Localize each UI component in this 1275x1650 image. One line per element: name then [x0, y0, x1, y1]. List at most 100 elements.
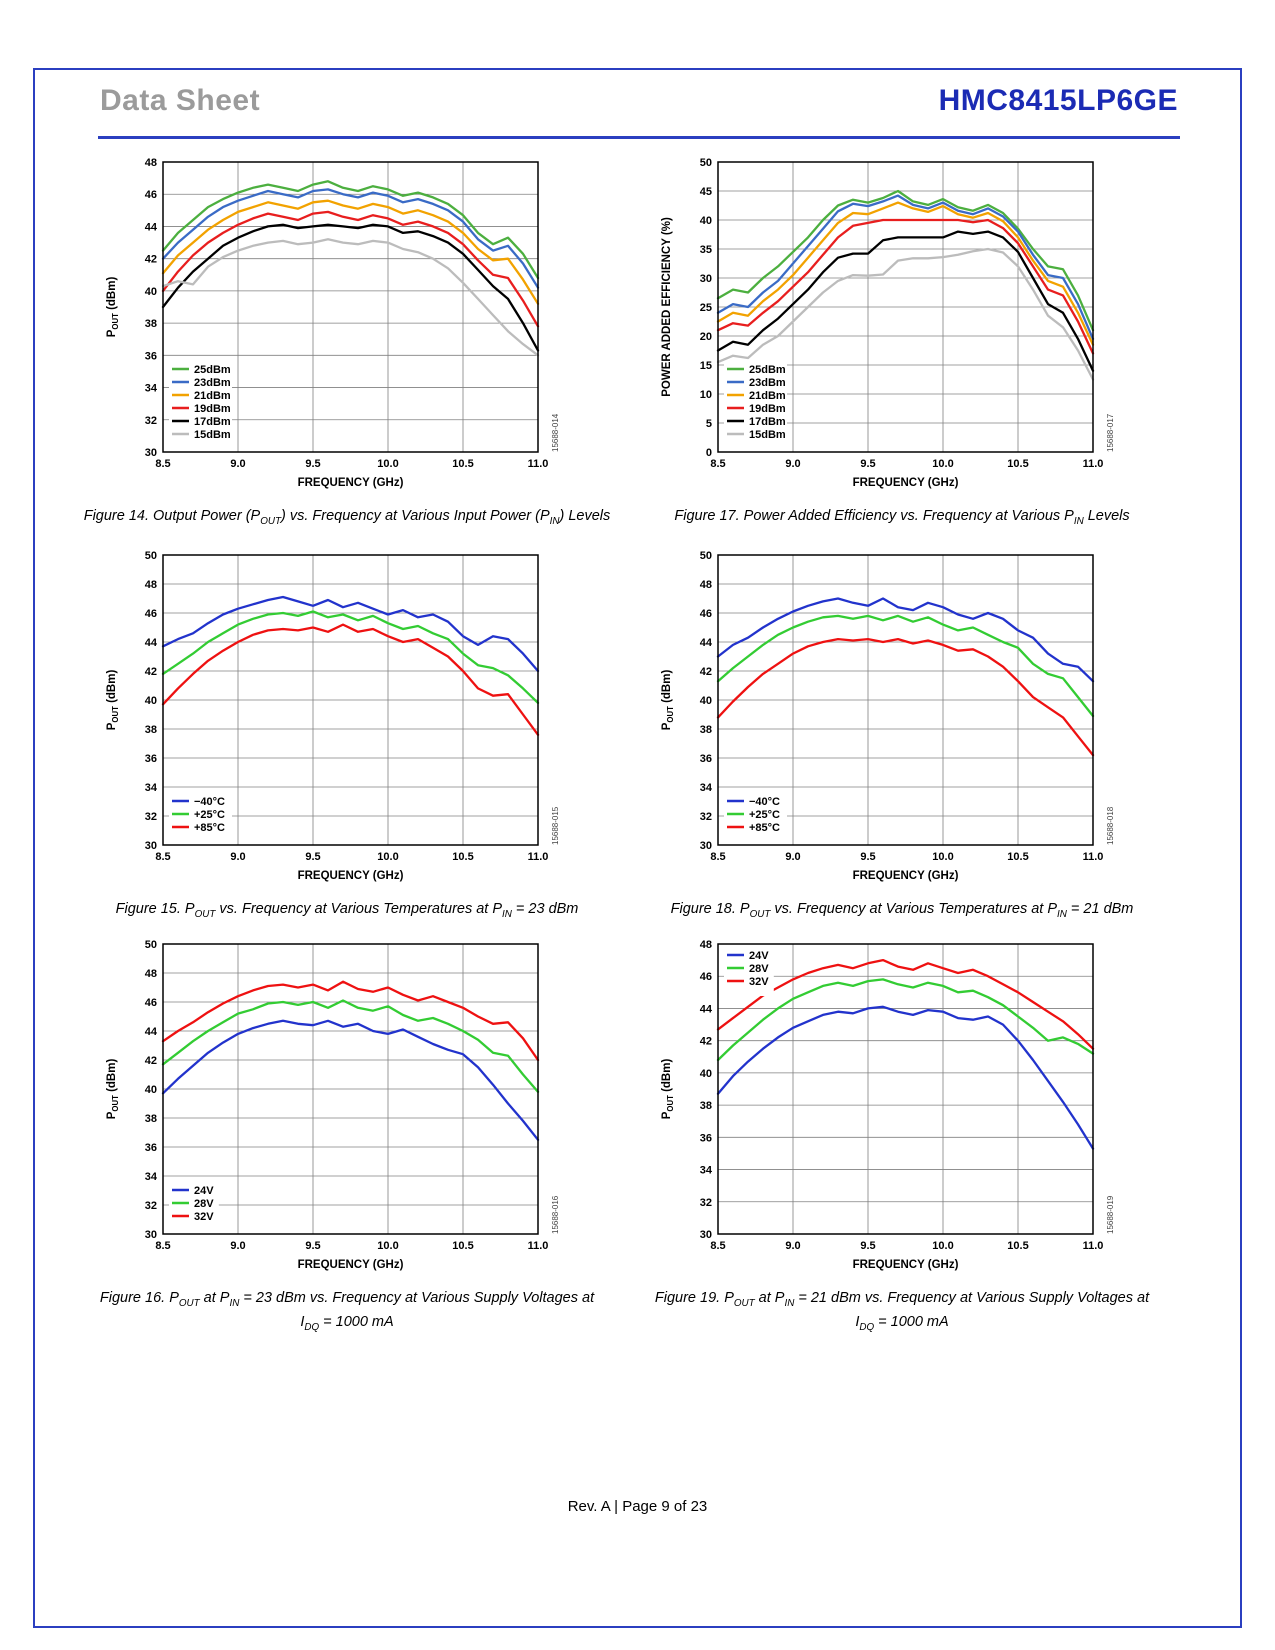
- x-tick-label: 10.0: [377, 851, 398, 863]
- x-tick-label: 9.5: [860, 851, 875, 863]
- y-tick-label: 42: [145, 254, 157, 266]
- series-line-21dBm: [161, 199, 540, 305]
- y-tick-label: 44: [145, 221, 158, 233]
- figure-15688-017: 25dBm 23dBm 21dBm 19dBm 17dBm 15dBm 8.5 9.0 9.5 1…: [650, 152, 1155, 531]
- x-tick-label: 11.0: [1083, 458, 1104, 470]
- figure-caption: Figure 18. POUT vs. Frequency at Various…: [670, 901, 1134, 920]
- figure-code: 15688-017: [1106, 413, 1115, 452]
- legend-label: 24V: [194, 1185, 214, 1197]
- series-line-+85°C: [716, 637, 1095, 757]
- y-tick-label: 32: [145, 811, 157, 823]
- figure-code: 15688-019: [1106, 1195, 1115, 1234]
- series-line-+85°C: [161, 623, 540, 736]
- plot-border: [162, 943, 539, 1235]
- y-axis-title: POUT (dBm): [106, 1059, 120, 1120]
- y-axis-title: POWER ADDED EFFICIENCY (%): [661, 217, 673, 397]
- x-tick-label: 9.5: [860, 1240, 875, 1252]
- figure-15688-015: −40°C +25°C +85°C 8.5 9.0 9.5 10.0 10.5 11.0 30 32…: [95, 545, 600, 924]
- figure-15688-016: 24V 28V 32V 8.5 9.0 9.5 10.0 10.5 11.0 30 32 34 36 38…: [95, 934, 600, 1337]
- x-tick-label: 8.5: [155, 458, 170, 470]
- x-tick-label: 9.5: [305, 851, 320, 863]
- y-tick-label: 40: [145, 1084, 157, 1096]
- plot-border: [717, 161, 1094, 453]
- y-tick-label: 34: [700, 782, 713, 794]
- y-tick-label: 50: [145, 939, 157, 951]
- series-line-19dBm: [161, 210, 540, 328]
- x-tick-label: 11.0: [528, 458, 549, 470]
- figure-caption: Figure 16. POUT at PIN = 23 dBm vs. Freq…: [99, 1290, 595, 1333]
- series-line-17dBm: [716, 230, 1095, 372]
- x-axis-title: FREQUENCY (GHz): [298, 1259, 404, 1271]
- legend-label: 23dBm: [194, 377, 231, 389]
- legend-label: +25°C: [194, 809, 225, 821]
- x-tick-label: 8.5: [710, 458, 725, 470]
- y-tick-label: 15: [700, 360, 712, 372]
- header-rule: [98, 136, 1180, 139]
- x-tick-label: 11.0: [528, 1240, 549, 1252]
- y-tick-label: 38: [700, 1100, 712, 1112]
- legend-label: 21dBm: [194, 390, 231, 402]
- series-line-−40°C: [161, 595, 540, 673]
- x-tick-label: 9.0: [230, 458, 245, 470]
- y-tick-label: 42: [700, 666, 712, 678]
- y-tick-label: 40: [700, 215, 712, 227]
- y-tick-label: 46: [145, 189, 157, 201]
- x-tick-label: 9.0: [785, 1240, 800, 1252]
- x-tick-label: 10.5: [1007, 1240, 1028, 1252]
- figure-15688-014: 25dBm 23dBm 21dBm 19dBm 17dBm 15dBm 8.5 9.0 9.5 1…: [84, 152, 611, 531]
- series-line-+25°C: [716, 614, 1095, 718]
- y-tick-label: 30: [700, 1229, 712, 1241]
- y-tick-label: 40: [145, 695, 157, 707]
- y-axis-title: POUT (dBm): [106, 277, 120, 338]
- legend: −40°C+25°C+85°C: [169, 793, 232, 842]
- legend-label: +85°C: [749, 822, 780, 834]
- y-tick-label: 32: [700, 1197, 712, 1209]
- series-line-25dBm: [716, 189, 1095, 332]
- legend-label: 32V: [749, 976, 769, 988]
- plot-border: [717, 943, 1094, 1235]
- legend-label: 21dBm: [749, 390, 786, 402]
- legend-label: 32V: [194, 1211, 214, 1223]
- figure-caption: Figure 17. Power Added Efficiency vs. Fr…: [674, 508, 1130, 527]
- series-line-15dBm: [716, 247, 1095, 381]
- y-tick-label: 38: [145, 724, 157, 736]
- x-tick-label: 8.5: [155, 1240, 170, 1252]
- x-tick-label: 11.0: [1083, 851, 1104, 863]
- figure-code: 15688-018: [1106, 806, 1115, 845]
- legend-label: −40°C: [749, 796, 780, 808]
- page-header: Data Sheet HMC8415LP6GE: [100, 84, 1178, 118]
- series-line-+25°C: [161, 610, 540, 705]
- x-tick-label: 10.0: [377, 1240, 398, 1252]
- y-tick-label: 5: [706, 418, 712, 430]
- part-number: HMC8415LP6GE: [938, 84, 1178, 117]
- figure-code: 15688-014: [551, 413, 560, 452]
- y-tick-label: 42: [145, 1055, 157, 1067]
- x-tick-label: 9.0: [785, 458, 800, 470]
- x-tick-label: 10.0: [932, 1240, 953, 1252]
- y-tick-label: 46: [700, 971, 712, 983]
- y-tick-label: 44: [145, 637, 158, 649]
- y-tick-label: 42: [145, 666, 157, 678]
- figure-caption: Figure 14. Output Power (POUT) vs. Frequ…: [83, 508, 611, 527]
- figure-caption: Figure 15. POUT vs. Frequency at Various…: [115, 901, 579, 920]
- y-tick-label: 48: [145, 157, 157, 169]
- y-tick-label: 50: [700, 550, 712, 562]
- legend-label: 24V: [749, 950, 769, 962]
- y-tick-label: 50: [700, 157, 712, 169]
- chart-svg-15688-015: −40°C+25°C+85°C 8.5 9.0 9.5 10.0 10.5 11.0 30 32…: [106, 550, 560, 882]
- x-tick-label: 10.5: [452, 851, 473, 863]
- series-line-19dBm: [716, 218, 1095, 355]
- plot-border: [162, 161, 539, 453]
- y-tick-label: 50: [145, 550, 157, 562]
- x-tick-label: 9.5: [305, 1240, 320, 1252]
- x-tick-label: 10.5: [452, 1240, 473, 1252]
- y-tick-label: 48: [700, 939, 712, 951]
- x-tick-label: 10.0: [932, 458, 953, 470]
- x-tick-label: 9.0: [785, 851, 800, 863]
- y-tick-label: 44: [145, 1026, 158, 1038]
- x-axis-title: FREQUENCY (GHz): [853, 870, 959, 882]
